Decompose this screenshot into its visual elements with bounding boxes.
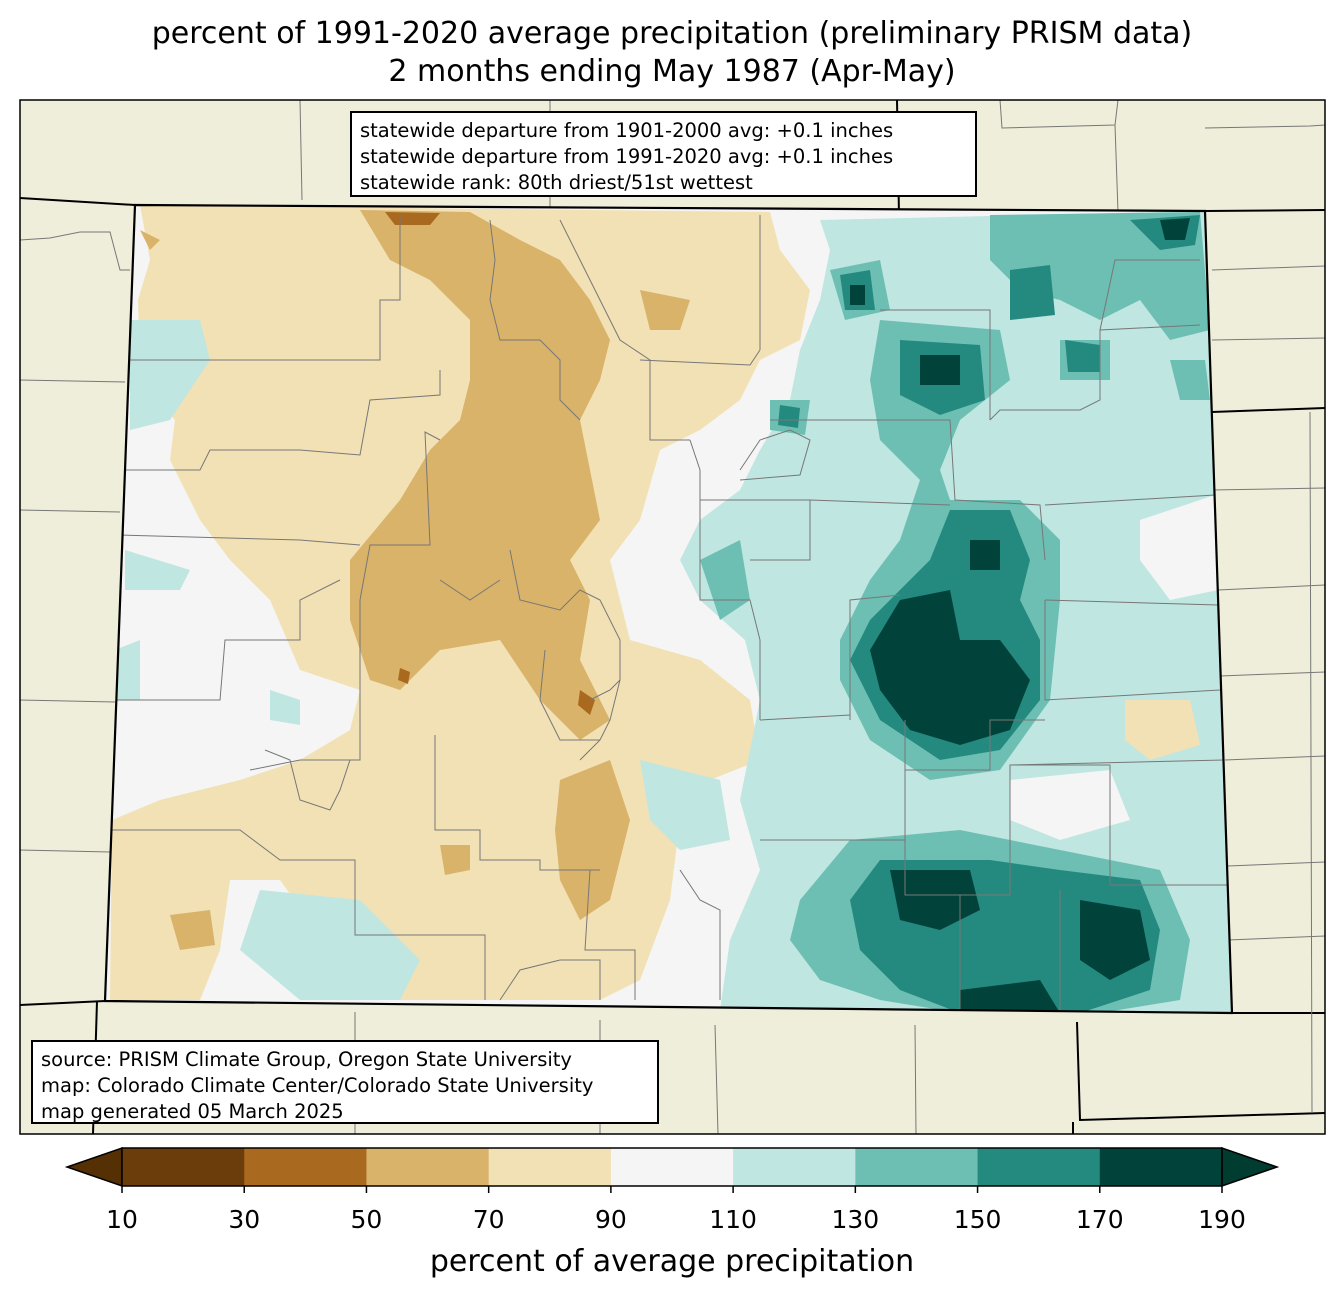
source-box: source: PRISM Climate Group, Oregon Stat… (31, 1040, 659, 1124)
stats-rank: statewide rank: 80th driest/51st wettest (360, 171, 753, 194)
colorbar-tick-label: 110 (709, 1205, 757, 1234)
colorado-border (103, 203, 1234, 1015)
colorbar-segment (855, 1148, 979, 1186)
colorbar-tick-label: 150 (953, 1205, 1002, 1234)
source-map-credit: map: Colorado Climate Center/Colorado St… (41, 1074, 594, 1097)
colorbar-segment (1099, 1148, 1223, 1186)
colorbar-segment (610, 1148, 734, 1186)
colorbar-tick-label: 90 (594, 1205, 627, 1234)
colorbar-border (121, 1147, 1223, 1187)
colorbar-tick-label: 50 (350, 1205, 383, 1234)
colorbar-segment (244, 1148, 367, 1186)
colorbar-tick-label: 130 (831, 1205, 880, 1234)
colorbar-segment (977, 1148, 1101, 1186)
colorbar-segment (733, 1148, 856, 1186)
colorado-county-lines (110, 215, 1228, 1013)
source-prism: source: PRISM Climate Group, Oregon Stat… (41, 1048, 572, 1071)
colorbar-tick-label: 170 (1075, 1205, 1124, 1234)
stats-departure-1901-2000: statewide departure from 1901-2000 avg: … (360, 119, 894, 142)
colorbar-segment (122, 1148, 245, 1186)
source-generated-date: map generated 05 March 2025 (41, 1100, 344, 1123)
colorbar-under-arrow (64, 1146, 123, 1188)
colorbar-tick-label: 10 (106, 1205, 138, 1234)
map-title-line2: 2 months ending May 1987 (Apr-May) (388, 54, 956, 89)
colorbar-segments (64, 1146, 1280, 1193)
map-frame (19, 99, 1326, 1135)
colorbar-tick-label: 30 (228, 1205, 261, 1234)
stats-departure-1991-2020: statewide departure from 1991-2020 avg: … (360, 145, 894, 168)
precip-contours (110, 205, 1232, 1013)
map-title-line1: percent of 1991-2020 average precipitati… (151, 16, 1193, 51)
colorbar-tick-label: 190 (1198, 1205, 1246, 1234)
colorbar-label: percent of average precipitation (429, 1244, 915, 1279)
colorbar-tick-label: 70 (472, 1205, 505, 1234)
colorbar-segment (366, 1148, 490, 1186)
colorbar-segment (488, 1148, 612, 1186)
statewide-stats-box: statewide departure from 1901-2000 avg: … (350, 111, 977, 197)
colorbar-over-arrow (1221, 1146, 1280, 1188)
